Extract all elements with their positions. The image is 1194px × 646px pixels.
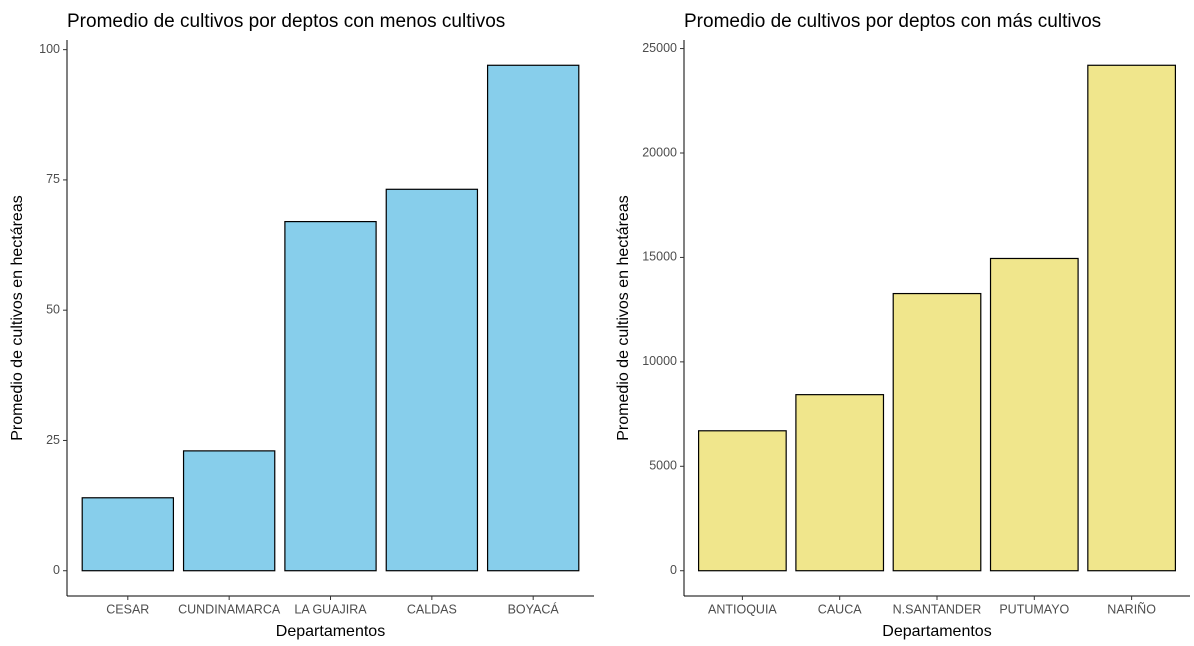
y-tick-label: 25 [46,433,60,447]
x-tick-label: N.SANTANDER [893,602,982,616]
bar [81,497,175,572]
y-axis-title: Promedio de cultivos en hectáreas [9,195,26,440]
x-axis-title: Departamentos [276,623,385,640]
y-axis-title: Promedio de cultivos en hectáreas [615,195,632,440]
x-tick-label: BOYACÁ [508,601,560,616]
y-tick-label: 10000 [642,354,677,368]
y-tick-label: 100 [39,42,60,56]
bar [1087,64,1177,572]
y-tick-label: 75 [46,172,60,186]
y-tick-label: 0 [670,563,677,577]
x-tick-label: ANTIOQUIA [708,602,777,616]
x-tick-label: CALDAS [407,602,457,616]
chart-title: Promedio de cultivos por deptos con más … [684,11,1101,32]
y-tick-label: 15000 [642,250,677,264]
bar [284,220,377,572]
chart-title: Promedio de cultivos por deptos con meno… [67,11,505,32]
y-tick-label: 0 [53,563,60,577]
bar [182,450,276,572]
y-tick-label: 50 [46,302,60,316]
x-tick-label: CAUCA [818,602,862,616]
x-axis-title: Departamentos [882,623,991,640]
x-tick-label: NARIÑO [1107,602,1156,616]
bar [989,257,1079,572]
bar [385,188,479,572]
x-tick-label: PUTUMAYO [999,602,1069,616]
y-tick-label: 5000 [649,459,677,473]
bar [795,394,885,572]
bar [697,430,787,572]
bar [486,64,580,572]
x-tick-label: CESAR [106,602,149,616]
y-tick-label: 25000 [642,41,677,55]
x-tick-label: LA GUAJIRA [294,602,367,616]
x-tick-label: CUNDINAMARCA [178,602,281,616]
y-tick-label: 20000 [642,145,677,159]
bar [892,292,982,572]
